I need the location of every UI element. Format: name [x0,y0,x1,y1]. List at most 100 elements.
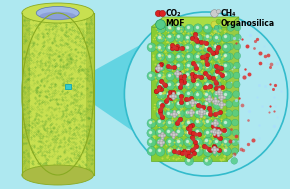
Polygon shape [65,84,71,88]
Circle shape [227,25,234,31]
Ellipse shape [22,165,94,185]
Circle shape [226,53,233,60]
Circle shape [213,128,222,137]
Circle shape [147,138,156,147]
Circle shape [213,90,222,99]
Circle shape [225,110,232,116]
Circle shape [156,43,165,52]
Circle shape [226,82,232,89]
Circle shape [185,156,194,165]
Circle shape [166,33,175,42]
Text: Organosilica: Organosilica [221,19,275,29]
Circle shape [194,138,203,147]
Circle shape [147,129,156,138]
Circle shape [175,33,184,42]
Circle shape [193,24,202,33]
Circle shape [232,110,239,116]
Circle shape [213,63,222,71]
Circle shape [193,34,202,43]
Circle shape [203,62,212,71]
Circle shape [165,109,174,119]
Polygon shape [227,17,239,161]
Circle shape [194,118,203,127]
Ellipse shape [22,3,94,23]
Circle shape [156,147,165,156]
Circle shape [227,43,234,50]
Circle shape [213,71,222,80]
Circle shape [166,24,175,33]
Circle shape [185,119,194,128]
Circle shape [166,147,175,156]
Circle shape [222,43,231,52]
Circle shape [147,119,156,128]
Circle shape [194,62,203,71]
Circle shape [166,119,175,128]
Circle shape [213,119,222,128]
Ellipse shape [39,12,76,20]
Circle shape [156,62,165,71]
Circle shape [225,119,232,126]
Circle shape [165,128,174,137]
Circle shape [175,43,184,52]
Circle shape [226,91,232,98]
Polygon shape [22,13,30,175]
Circle shape [224,148,231,155]
Circle shape [156,52,165,61]
Circle shape [222,128,231,137]
Circle shape [185,129,194,138]
Circle shape [175,128,184,137]
Circle shape [203,137,212,146]
Circle shape [166,53,175,62]
Circle shape [222,147,231,156]
Circle shape [231,148,238,155]
Text: CH₄: CH₄ [221,9,236,18]
Circle shape [232,100,239,107]
Circle shape [166,138,175,147]
Circle shape [233,91,240,98]
Circle shape [213,109,222,118]
Circle shape [175,81,184,90]
Circle shape [184,34,193,43]
Circle shape [184,138,193,147]
Circle shape [165,100,174,109]
Circle shape [213,81,222,90]
Circle shape [147,43,156,52]
Circle shape [225,139,232,146]
Circle shape [225,129,232,136]
Circle shape [147,147,156,156]
Circle shape [166,62,175,71]
Circle shape [175,119,184,128]
Circle shape [156,109,165,118]
Circle shape [204,33,213,42]
Circle shape [184,100,193,108]
Circle shape [157,90,166,99]
Polygon shape [151,17,239,27]
Polygon shape [86,13,94,175]
Circle shape [184,81,193,90]
Circle shape [222,119,231,128]
Circle shape [175,62,184,71]
Ellipse shape [36,6,79,19]
Polygon shape [71,41,147,141]
Circle shape [156,72,165,81]
Circle shape [222,138,231,147]
Circle shape [234,24,241,31]
Circle shape [203,91,212,100]
Circle shape [227,34,234,41]
Circle shape [157,81,166,90]
Circle shape [203,156,212,165]
Circle shape [175,71,184,81]
Circle shape [222,33,231,42]
Circle shape [175,147,184,156]
Circle shape [194,128,202,137]
Circle shape [185,62,194,70]
Circle shape [156,100,165,109]
Circle shape [222,52,231,61]
Circle shape [203,109,212,119]
Circle shape [222,62,231,71]
Circle shape [166,81,175,90]
Text: CO₂: CO₂ [165,9,181,18]
Circle shape [222,91,231,100]
Circle shape [233,72,240,79]
Circle shape [213,25,222,33]
